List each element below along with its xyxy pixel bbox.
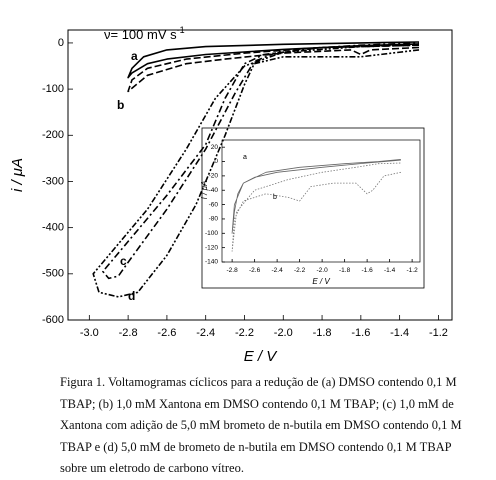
x-axis-label: E / V xyxy=(312,277,330,286)
y-tick-label: 0 xyxy=(214,158,218,165)
curve-label: b xyxy=(117,98,124,112)
y-axis-label: i / μA xyxy=(9,158,26,192)
x-tick-label: -2.2 xyxy=(294,267,306,274)
x-tick-label: -1.4 xyxy=(390,327,409,339)
curve-label: c xyxy=(120,254,127,268)
y-tick-label: -400 xyxy=(42,222,64,234)
x-tick-label: -2.6 xyxy=(249,267,261,274)
x-tick-label: -3.0 xyxy=(80,327,99,339)
y-tick-label: -500 xyxy=(42,268,64,280)
x-tick-label: -1.6 xyxy=(351,327,370,339)
y-tick-label: -100 xyxy=(205,230,218,237)
curve xyxy=(127,44,420,93)
x-tick-label: -2.8 xyxy=(119,327,138,339)
x-tick-label: -1.6 xyxy=(362,267,374,274)
y-tick-label: -140 xyxy=(205,259,218,266)
y-tick-label: 0 xyxy=(58,37,64,49)
y-axis-label: I / μA xyxy=(200,181,209,200)
scan-rate: ν= 100 mV s-1 xyxy=(104,25,185,42)
y-tick-label: -20 xyxy=(209,173,219,180)
y-tick-label: -80 xyxy=(209,216,219,223)
x-tick-label: -1.2 xyxy=(407,267,419,274)
curve-label: d xyxy=(128,289,135,303)
plot-frame xyxy=(67,29,453,321)
x-tick-label: -1.4 xyxy=(384,267,396,274)
x-tick-label: -2.8 xyxy=(227,267,239,274)
x-tick-label: -2.4 xyxy=(196,327,215,339)
y-tick-label: -300 xyxy=(42,175,64,187)
x-tick-label: -2.6 xyxy=(157,327,176,339)
curve xyxy=(231,162,401,252)
x-tick-label: -2.0 xyxy=(317,267,329,274)
x-tick-label: -1.8 xyxy=(339,267,351,274)
y-tick-label: -600 xyxy=(42,314,64,326)
x-tick-label: -1.2 xyxy=(429,327,448,339)
curve-label: b xyxy=(273,194,277,201)
curve xyxy=(127,41,420,79)
x-tick-label: -2.0 xyxy=(274,327,293,339)
y-tick-label: -60 xyxy=(209,201,219,208)
curve xyxy=(92,43,420,298)
curve xyxy=(102,42,420,280)
inset-frame xyxy=(201,127,425,289)
plot-frame xyxy=(221,139,421,263)
curve-label: a xyxy=(243,154,247,161)
x-tick-label: -2.4 xyxy=(272,267,284,274)
y-tick-label: -100 xyxy=(42,83,64,95)
x-tick-label: -2.2 xyxy=(235,327,254,339)
x-tick-label: -1.8 xyxy=(313,327,332,339)
y-tick-label: -120 xyxy=(205,244,218,251)
scan-rate-text: ν= 100 mV s xyxy=(104,27,177,42)
curve-label: a xyxy=(131,49,138,63)
y-tick-label: -40 xyxy=(209,187,219,194)
caption: Figura 1. Voltamogramas cíclicos para a … xyxy=(60,375,462,475)
y-tick-label: 20 xyxy=(211,144,219,151)
curve xyxy=(231,159,401,234)
figure: ν= 100 mV s-1 -3.0 -2.8 -2.6 -2.4 -2.2 -2.0 -1… xyxy=(9,25,453,365)
x-axis-label: E / V xyxy=(244,348,279,365)
y-tick-label: -200 xyxy=(42,129,64,141)
